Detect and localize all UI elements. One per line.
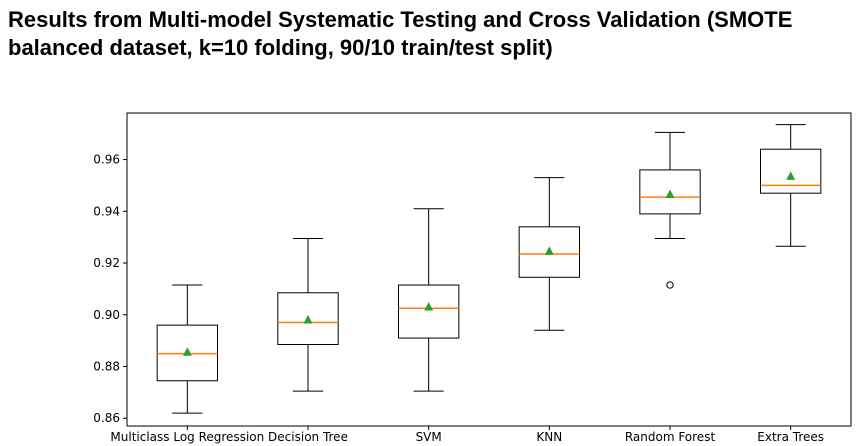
box-4 (518, 177, 581, 331)
y-tick-label: 0.92 (93, 256, 120, 270)
x-tick-label: Extra Trees (757, 430, 824, 444)
outlier-point (666, 281, 674, 289)
box-6 (760, 124, 822, 247)
box-2 (277, 237, 339, 392)
mean-marker (786, 171, 796, 180)
mean-marker (544, 246, 554, 255)
x-tick-label: Random Forest (625, 430, 716, 444)
chart-title: Results from Multi-model Systematic Test… (8, 6, 863, 62)
mean-marker (303, 314, 313, 324)
iqr-box (277, 292, 339, 346)
plot-frame (126, 112, 852, 427)
y-tick-label: 0.96 (93, 153, 120, 167)
box-1 (156, 284, 219, 414)
box-3 (398, 208, 460, 392)
chart-title-line-1: Results from Multi-model Systematic Test… (8, 7, 793, 32)
y-tick-label: 0.86 (93, 411, 120, 425)
x-tick-label: SVM (416, 430, 442, 444)
box-series (156, 124, 822, 414)
axes: 0.86 0.88 0.90 0.92 0.94 0.96 Multiclass Log R… (93, 153, 824, 444)
y-tick-label: 0.94 (93, 204, 120, 218)
mean-marker (665, 189, 675, 198)
x-tick-label: KNN (536, 430, 562, 444)
iqr-box (518, 226, 581, 278)
y-tick-label: 0.88 (93, 360, 120, 374)
mean-marker (182, 347, 192, 356)
x-tick-label: Decision Tree (268, 430, 348, 444)
mean-marker (424, 302, 434, 311)
y-tick-label: 0.90 (93, 308, 120, 322)
iqr-box (639, 169, 701, 215)
box-5 (639, 131, 701, 289)
iqr-box (398, 284, 460, 339)
iqr-box (760, 148, 822, 194)
chart-title-line-2: balanced dataset, k=10 folding, 90/10 tr… (8, 35, 553, 60)
x-tick-label: Multiclass Log Regression (110, 430, 264, 444)
